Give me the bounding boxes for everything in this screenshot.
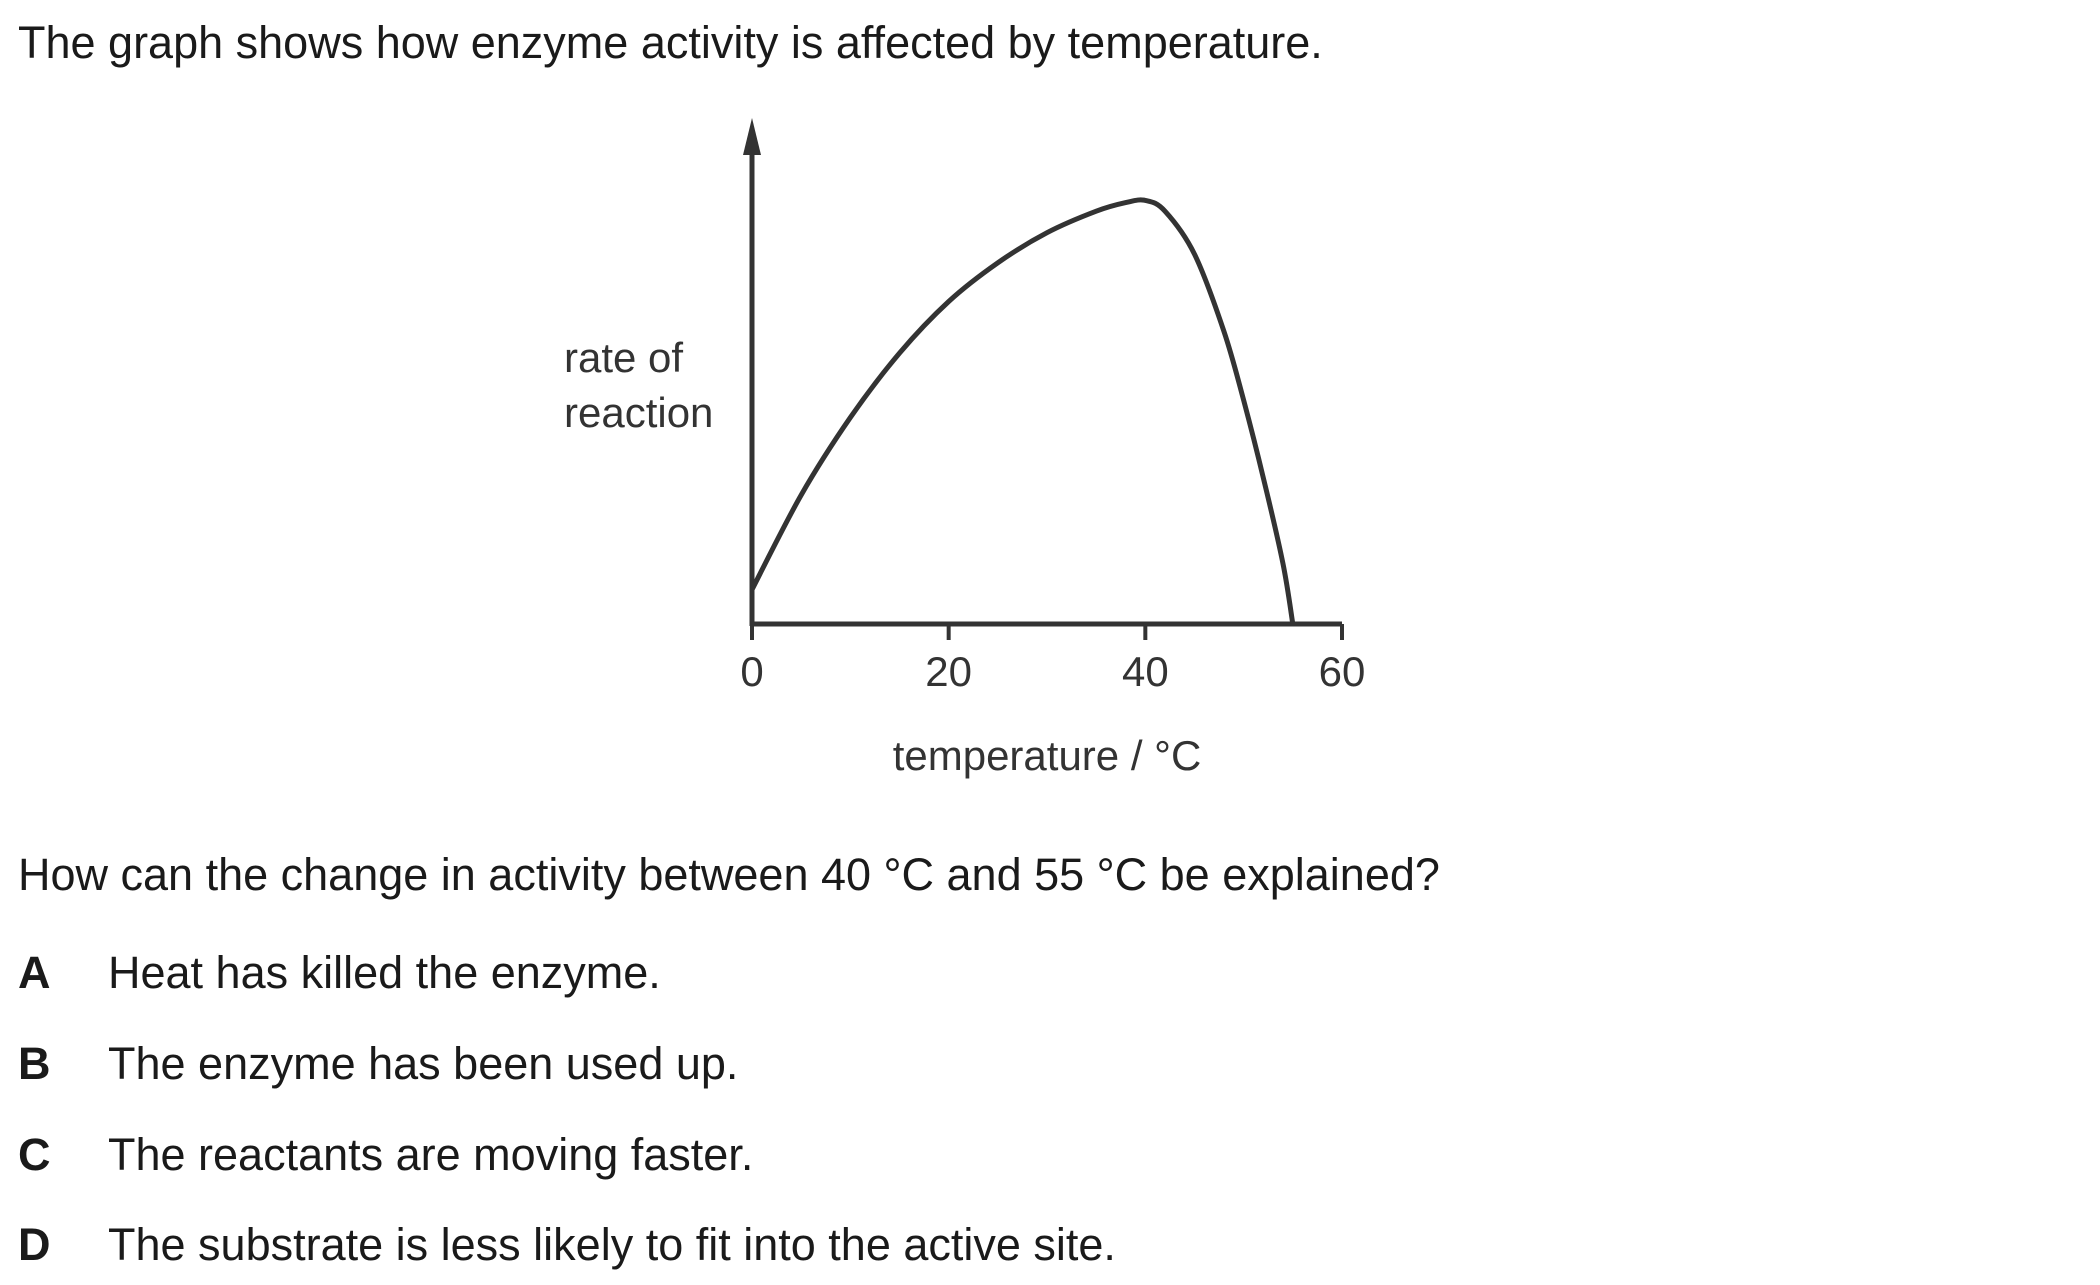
option-b-letter: B [18, 1038, 51, 1089]
option-c-text: The reactants are moving faster. [108, 1129, 754, 1180]
x-axis-label: temperature / °C [893, 732, 1202, 779]
y-axis-label-line-1: reaction [564, 389, 713, 436]
y-axis-arrow [743, 118, 761, 155]
rate-curve-0 [749, 197, 1296, 627]
enzyme-activity-chart: 0 20 40 60 temperature / °C rate of reaction [564, 118, 1365, 779]
x-tick-label-3: 60 [1319, 648, 1366, 695]
option-a-letter: A [18, 947, 51, 998]
question-text: How can the change in activity between 4… [18, 849, 1440, 900]
y-axis-label-line-0: rate of [564, 334, 683, 381]
chart-axes [743, 118, 1344, 640]
chart-curve-layer [749, 197, 1296, 627]
x-tick-label-0: 0 [740, 648, 763, 695]
option-a-text: Heat has killed the enzyme. [108, 947, 661, 998]
intro-text: The graph shows how enzyme activity is a… [18, 17, 1323, 68]
x-tick-label-1: 20 [925, 648, 972, 695]
option-b-text: The enzyme has been used up. [108, 1038, 739, 1089]
option-d-text: The substrate is less likely to fit into… [108, 1219, 1116, 1270]
option-c-letter: C [18, 1129, 51, 1180]
x-tick-label-2: 40 [1122, 648, 1169, 695]
option-d-letter: D [18, 1219, 51, 1270]
chart-labels: 0 20 40 60 temperature / °C rate of reaction [564, 334, 1365, 779]
